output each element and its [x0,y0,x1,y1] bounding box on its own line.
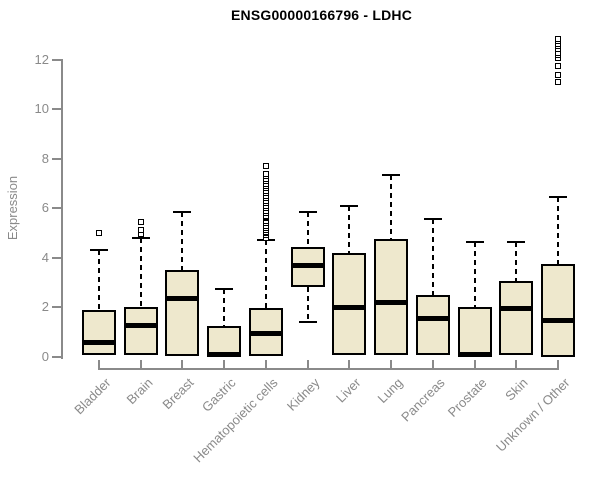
upper-whisker [181,211,184,271]
upper-whisker [390,174,393,240]
y-axis-tick [52,207,61,210]
x-axis-tick [139,360,142,368]
upper-whisker-cap [465,240,484,243]
y-axis-line [61,59,63,359]
box [457,307,492,357]
upper-whisker-cap [215,287,234,290]
outlier-point [137,227,144,234]
y-tick-label: 8 [41,150,49,166]
upper-whisker-cap [131,236,150,239]
upper-whisker [557,197,559,264]
box [374,239,409,356]
median-line [207,351,242,357]
median-line [123,323,158,329]
upper-whisker [264,240,267,309]
outlier-point [555,71,561,78]
upper-whisker [431,219,434,295]
outlier-point [555,79,561,86]
upper-whisker [306,211,309,247]
upper-whisker [473,241,476,308]
upper-whisker-cap [507,240,526,243]
median-line [248,330,283,336]
box [499,281,534,356]
upper-whisker [98,250,100,310]
median-line [415,315,450,321]
x-axis-tick [557,360,559,368]
box [415,294,450,356]
y-tick-label: 12 [34,52,49,67]
x-axis-tick [473,360,476,368]
box [165,270,200,357]
y-tick-label: 2 [41,299,49,315]
x-axis-tick [306,360,309,368]
outlier-point [555,35,561,42]
outlier-point [262,170,269,177]
lower-whisker [306,287,309,322]
x-axis-tick [223,360,226,368]
box [123,307,158,356]
y-axis-tick [52,157,61,160]
x-axis-line [98,368,559,370]
median-line [82,340,116,346]
y-tick-label: 6 [41,200,49,216]
box [332,252,367,356]
upper-whisker [139,237,142,308]
x-axis-tick [390,360,393,368]
upper-whisker-cap [382,173,401,176]
y-tick-label: 10 [34,101,49,117]
chart-title: ENSG00000166796 - LDHC [230,7,413,23]
y-tick-label: 4 [41,249,49,265]
box [82,309,116,356]
upper-whisker [348,205,351,253]
upper-whisker-cap [423,218,442,221]
upper-whisker-cap [173,210,192,213]
box [541,263,575,357]
median-line [290,262,325,268]
x-axis-tick [431,360,434,368]
upper-whisker [223,288,226,326]
upper-whisker-cap [90,249,108,252]
outlier-point [137,218,144,225]
y-tick-label: 0 [41,348,49,364]
x-axis-tick [181,360,184,368]
x-axis-tick [98,360,100,368]
upper-whisker-cap [549,196,567,199]
upper-whisker-cap [340,204,359,207]
y-axis-tick [52,108,61,111]
median-line [374,299,409,305]
median-line [457,351,492,357]
y-axis-tick [52,306,61,309]
y-axis-tick [52,355,61,358]
median-line [499,305,534,311]
median-line [165,295,200,301]
upper-whisker [515,241,518,282]
outlier-point [262,163,269,170]
x-axis-tick [348,360,351,368]
lower-whisker-cap [298,320,317,323]
upper-whisker-cap [298,210,317,213]
outlier-point [555,63,561,70]
x-axis-tick [264,360,267,368]
y-axis-tick [52,59,61,61]
outlier-point [96,229,102,236]
median-line [541,318,575,324]
y-axis-tick [52,256,61,259]
median-line [332,304,367,310]
x-axis-tick [515,360,518,368]
